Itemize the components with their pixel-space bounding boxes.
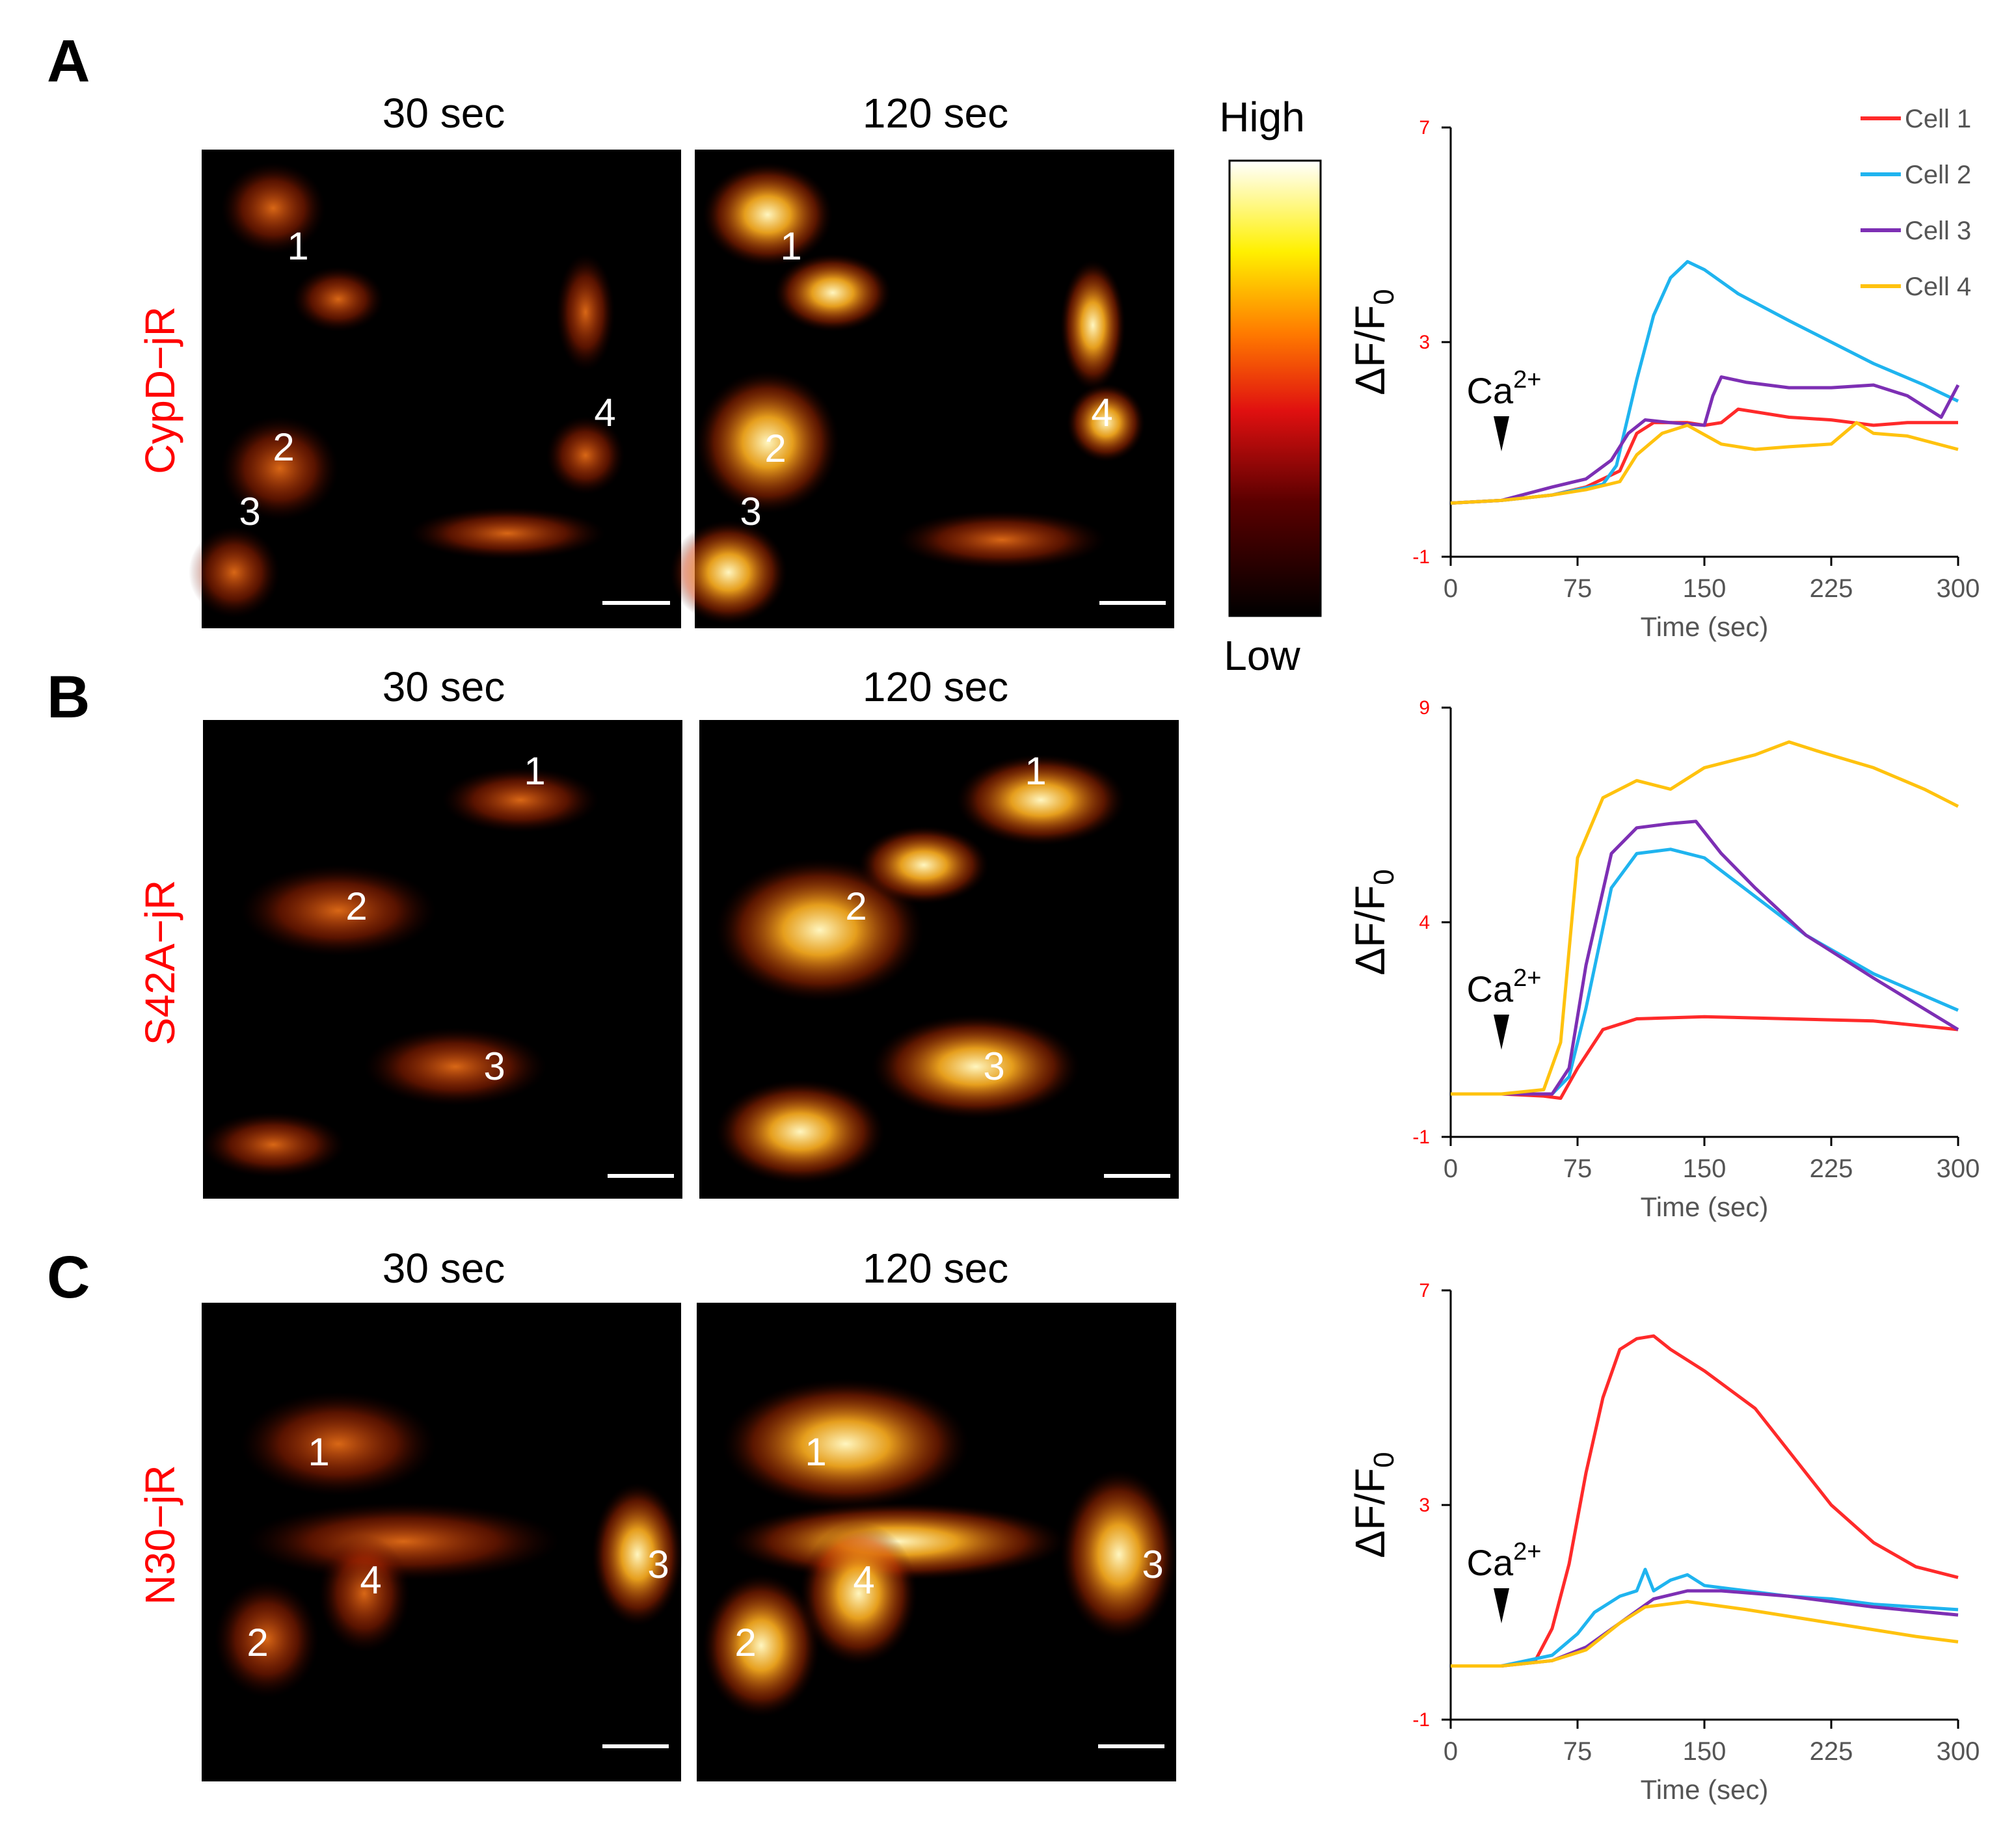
series-line-cell-1: [1451, 1334, 1959, 1668]
cell-label: 3: [1142, 1543, 1163, 1586]
x-tick-label: 0: [1444, 574, 1458, 603]
time-label-120-a: 120 sec: [862, 90, 1009, 137]
cell-label: 3: [647, 1543, 669, 1586]
y-tick-label: 3: [1419, 1495, 1430, 1516]
cell-label: 1: [1025, 749, 1046, 793]
time-label-30-b: 30 sec: [382, 663, 505, 710]
legend-label: Cell 2: [1905, 161, 1971, 189]
legend-label: Cell 3: [1905, 217, 1971, 245]
cell-label: 2: [345, 885, 367, 928]
time-label-120-c: 120 sec: [862, 1245, 1009, 1292]
x-tick-label: 75: [1563, 574, 1593, 603]
image-c-120s: [697, 1303, 1177, 1781]
series-line-cell-1: [1451, 1015, 1959, 1100]
y-tick-label: 9: [1419, 697, 1430, 719]
ca-arrow-icon: [1494, 1015, 1509, 1050]
series-line-cell-3: [1450, 375, 1960, 505]
x-axis-label: Time (sec): [1641, 1192, 1769, 1222]
x-axis-label: Time (sec): [1641, 611, 1769, 642]
cell-label: 2: [273, 425, 294, 469]
series-line-cell-4: [1451, 1600, 1959, 1668]
cell-label: 1: [287, 224, 308, 268]
series-line-cell-4: [1451, 740, 1959, 1096]
ca-arrow-icon: [1494, 1588, 1509, 1623]
line-chart-c: -1 3 7 0 75 150 225 300 Time (sec) ΔF/F0 Ca2+: [1347, 1280, 1980, 1805]
x-tick-label: 300: [1937, 574, 1980, 603]
y-tick-label: 7: [1419, 1280, 1430, 1301]
image-a-30s: [189, 150, 681, 628]
series-line-cell-3: [1451, 1589, 1959, 1668]
y-tick-label: 4: [1419, 912, 1430, 933]
cell-label: 3: [483, 1045, 505, 1088]
cell-label: 4: [1091, 391, 1112, 434]
image-c-30s: [202, 1303, 683, 1781]
y-tick-label: -1: [1412, 1709, 1430, 1731]
x-tick-label: 225: [1810, 1154, 1853, 1183]
cell-label: 2: [764, 427, 786, 470]
image-b-30s: [202, 720, 682, 1199]
cell-label: 1: [308, 1430, 329, 1474]
cell-label: 2: [247, 1621, 268, 1664]
cell-label: 2: [734, 1621, 756, 1664]
colorbar-high-label: High: [1219, 94, 1305, 140]
x-tick-label: 0: [1444, 1154, 1458, 1183]
y-tick-label: -1: [1412, 1126, 1430, 1148]
colorbar-low-label: Low: [1224, 632, 1300, 679]
y-tick-label: 3: [1419, 332, 1430, 353]
x-tick-label: 225: [1810, 1737, 1853, 1766]
time-label-30-c: 30 sec: [382, 1245, 505, 1292]
series-line-cell-4: [1450, 421, 1959, 505]
x-tick-label: 150: [1683, 1154, 1727, 1183]
cell-label: 3: [740, 490, 761, 533]
y-axis-label: ΔF/F0: [1347, 1452, 1400, 1558]
panel-letter-c: C: [47, 1244, 90, 1311]
y-tick-label: 7: [1419, 117, 1430, 139]
ca-arrow-icon: [1494, 416, 1509, 451]
x-tick-label: 0: [1444, 1737, 1458, 1766]
cell-label: 3: [983, 1045, 1004, 1088]
ca-annotation-label: Ca2+: [1467, 965, 1542, 1009]
cell-label: 1: [805, 1430, 826, 1474]
ca-annotation-label: Ca2+: [1467, 1538, 1542, 1583]
image-b-120s: [699, 720, 1179, 1199]
image-a-120s: [670, 150, 1174, 628]
legend-label: Cell 1: [1905, 105, 1971, 133]
x-tick-label: 225: [1810, 574, 1853, 603]
cell-label: 1: [780, 224, 801, 268]
cell-label: 4: [594, 391, 615, 434]
line-chart-b: -1 4 9 0 75 150 225 300 Time (sec) ΔF/F0 Ca2+: [1347, 697, 1980, 1222]
x-axis-label: Time (sec): [1641, 1774, 1769, 1805]
x-tick-label: 300: [1937, 1737, 1980, 1766]
series-line-cell-2: [1451, 1567, 1959, 1668]
cell-label: 1: [524, 749, 545, 793]
cell-number-labels: 1 2 3 4 1 2 3 4 1 2 3 1 2 3 1 2 3 4 1 2 …: [239, 224, 1163, 1664]
y-axis-label: ΔF/F0: [1347, 869, 1400, 975]
x-tick-label: 75: [1563, 1154, 1593, 1183]
cell-label: 2: [845, 885, 867, 928]
panel-letter-b: B: [47, 664, 90, 730]
x-tick-label: 75: [1563, 1737, 1593, 1766]
x-tick-label: 150: [1683, 1737, 1727, 1766]
ca-annotation-label: Ca2+: [1467, 366, 1542, 411]
colorbar: [1228, 159, 1322, 617]
x-tick-label: 300: [1937, 1154, 1980, 1183]
series-line-cell-3: [1451, 819, 1959, 1096]
x-tick-label: 150: [1683, 574, 1727, 603]
panel-letter-a: A: [47, 28, 90, 94]
cell-label: 4: [360, 1558, 381, 1602]
legend-label: Cell 4: [1905, 273, 1971, 301]
cell-label: 3: [239, 490, 260, 533]
y-axis-label: ΔF/F0: [1347, 289, 1400, 395]
time-label-120-b: 120 sec: [862, 663, 1009, 710]
line-chart-a: -1 3 7 0 75 150 225 300 Time (sec) ΔF/F0 Ca2+ Cell …: [1347, 105, 1980, 642]
cell-label: 4: [853, 1558, 874, 1602]
time-label-30-a: 30 sec: [382, 90, 505, 137]
y-tick-label: -1: [1412, 546, 1430, 568]
